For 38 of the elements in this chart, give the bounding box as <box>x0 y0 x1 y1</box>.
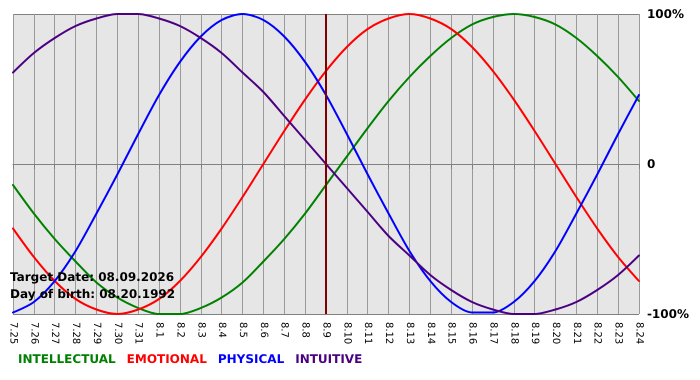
x-tick-label: 8.3 <box>195 322 206 338</box>
x-tick-label: 8.24 <box>633 322 644 344</box>
x-tick-label: 8.10 <box>341 322 352 344</box>
x-tick-label: 7.26 <box>28 322 40 344</box>
x-tick-label: 8.22 <box>592 322 603 344</box>
x-tick-label: 8.19 <box>529 322 540 344</box>
x-tick-label: 8.14 <box>424 322 436 344</box>
x-tick-label: 8.8 <box>300 322 311 338</box>
text: INTUITIVE <box>295 352 362 366</box>
x-tick-label: 8.5 <box>237 322 248 338</box>
x-tick-label: 7.28 <box>70 322 82 344</box>
x-tick-label: 7.29 <box>90 322 102 344</box>
x-tick-label: 8.11 <box>362 322 374 344</box>
x-tick-label: 8.6 <box>258 322 269 338</box>
y-tick-label: -100% <box>646 307 690 321</box>
x-tick-label: 8.21 <box>570 322 582 344</box>
x-tick-label: 8.12 <box>383 322 394 344</box>
x-tick-label: 8.9 <box>320 322 332 338</box>
x-tick-label: 7.25 <box>8 322 18 344</box>
text: INTELLECTUAL <box>18 352 116 366</box>
x-tick-label: 8.7 <box>278 322 290 338</box>
x-tick-label: 7.31 <box>132 322 144 344</box>
text: EMOTIONAL <box>126 352 208 366</box>
y-tick-label: 100% <box>646 7 684 21</box>
text: PHYSICAL <box>218 352 285 366</box>
x-tick-label: 8.16 <box>466 322 478 344</box>
x-tick-label: 8.23 <box>612 322 624 344</box>
x-tick-label: 8.20 <box>550 322 561 344</box>
x-tick-label: 8.13 <box>404 322 415 344</box>
y-tick-label: 0 <box>646 157 656 171</box>
x-tick-label: 8.18 <box>508 322 520 344</box>
x-tick-label: 8.15 <box>446 322 457 344</box>
x-tick-label: 8.4 <box>216 322 228 338</box>
x-tick-label: 8.17 <box>487 322 498 344</box>
x-tick-label: 7.30 <box>112 322 123 344</box>
x-tick-label: 8.2 <box>174 322 186 338</box>
x-tick-label: 7.27 <box>49 322 60 344</box>
x-tick-label: 8.1 <box>154 322 165 338</box>
